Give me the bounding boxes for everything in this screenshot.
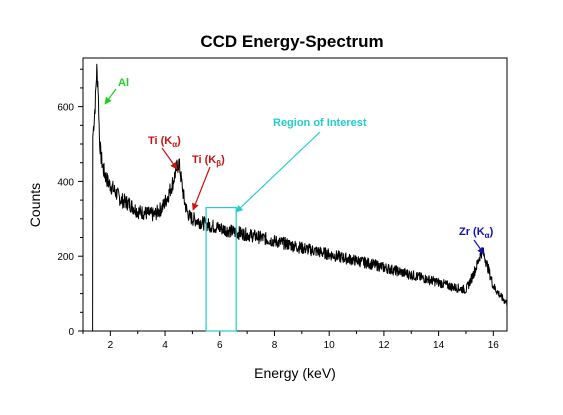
annotation-roi: Region of Interest	[235, 117, 367, 213]
ti-kb-arrow	[192, 166, 211, 211]
x-axis-label: Energy (keV)	[254, 365, 336, 381]
plot-frame	[82, 57, 508, 332]
chart-title: CCD Energy-Spectrum	[200, 32, 383, 51]
zr-ka-label: Zr (Kα)	[459, 226, 494, 240]
ti-ka-label: Ti (Kα)	[148, 135, 181, 149]
spectrum-line	[92, 63, 508, 332]
zr-ka-arrow	[473, 239, 485, 255]
y-axis-label: Counts	[27, 183, 43, 227]
ti-kb-label: Ti (Kβ)	[192, 154, 225, 168]
al-arrow	[104, 88, 117, 105]
region-of-interest-box	[205, 206, 237, 332]
annotation-ti-kb: Ti (Kβ)	[192, 154, 225, 211]
x-tick-label: 14	[433, 340, 445, 351]
x-tick-label: 6	[217, 340, 223, 351]
series-layer	[92, 63, 508, 332]
annotation-zr-ka: Zr (Kα)	[459, 226, 494, 255]
annotation-ti-ka: Ti (Kα)	[148, 135, 181, 170]
x-tick-label: 16	[488, 340, 500, 351]
x-tick-label: 8	[272, 340, 278, 351]
y-tick-label: 0	[68, 327, 74, 338]
roi-label: Region of Interest	[273, 117, 367, 129]
y-tick-label: 400	[57, 177, 74, 188]
x-tick-label: 10	[324, 340, 336, 351]
x-tick-label: 12	[378, 340, 390, 351]
y-tick-label: 600	[57, 103, 74, 114]
annotation-al: Al	[104, 77, 129, 105]
x-tick-label: 4	[162, 340, 168, 351]
axis-ticks: 2 4 6 8 10 12 14 16 0 200 400 600	[57, 68, 500, 351]
ti-ka-arrow	[161, 147, 178, 170]
al-label: Al	[118, 77, 129, 89]
x-tick-label: 2	[108, 340, 114, 351]
y-tick-label: 200	[57, 252, 74, 263]
roi-arrow	[235, 131, 321, 213]
